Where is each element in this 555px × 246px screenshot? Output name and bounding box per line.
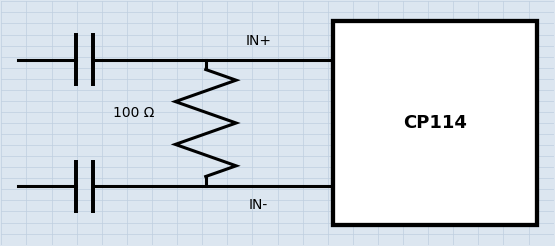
Text: IN-: IN- bbox=[249, 198, 268, 212]
Text: CP114: CP114 bbox=[403, 114, 467, 132]
Bar bbox=[332, 21, 537, 225]
Text: IN+: IN+ bbox=[245, 34, 271, 48]
Text: 100 Ω: 100 Ω bbox=[113, 106, 155, 120]
